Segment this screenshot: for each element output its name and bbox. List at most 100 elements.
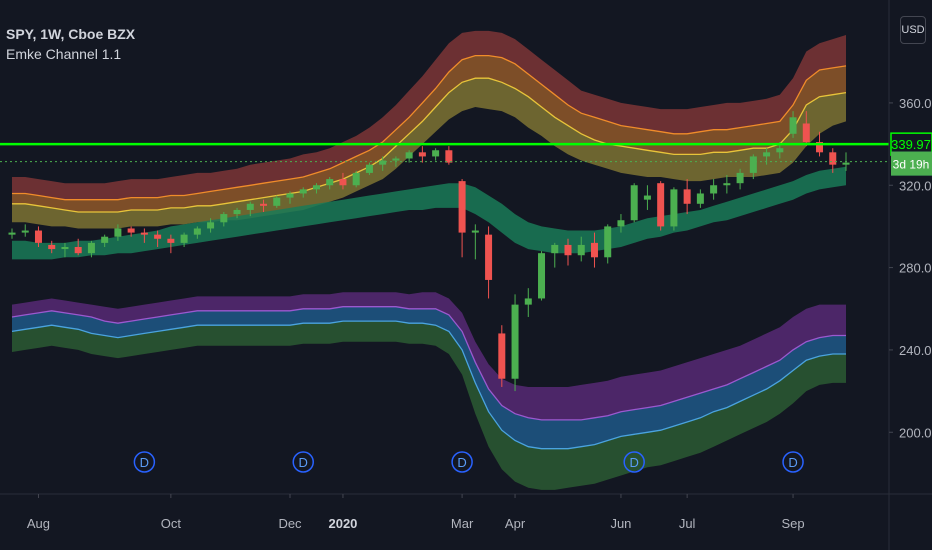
candle-body	[339, 179, 347, 186]
y-tick-label: 280.00	[899, 261, 932, 276]
candle-body	[140, 232, 148, 235]
candle	[326, 177, 334, 190]
candle-body	[511, 304, 519, 379]
candle-body	[829, 152, 837, 165]
x-tick-label: Dec	[278, 516, 302, 531]
candle-body	[696, 193, 704, 204]
y-tick-label: 360.00	[899, 96, 932, 111]
candle	[193, 226, 201, 239]
candle	[140, 228, 148, 243]
candle-body	[445, 150, 453, 163]
candle-body	[233, 209, 241, 215]
candle	[683, 179, 691, 215]
candle-body	[61, 247, 69, 250]
x-tick-label: 2020	[328, 516, 357, 531]
candle	[643, 185, 651, 210]
candle-body	[34, 230, 42, 243]
candle	[511, 294, 519, 392]
y-tick-label: 240.00	[899, 343, 932, 358]
candle-body	[643, 195, 651, 200]
candle-body	[365, 164, 373, 173]
dividend-circle	[133, 451, 156, 473]
candle-body	[286, 193, 294, 198]
candle	[696, 189, 704, 208]
symbol-label[interactable]: SPY, 1W, Cboe BZX	[6, 26, 136, 42]
x-tick-label: Sep	[781, 516, 804, 531]
indicator-label[interactable]: Emke Channel 1.1	[6, 46, 122, 62]
candle	[299, 187, 307, 198]
candle	[8, 228, 16, 239]
candle	[207, 218, 215, 233]
candle	[312, 183, 320, 194]
candle	[87, 240, 95, 258]
candle	[551, 242, 559, 268]
upper-band-outer	[12, 30, 846, 200]
candle	[74, 238, 82, 256]
candle	[246, 201, 254, 217]
candle-body	[604, 226, 612, 258]
candle-body	[551, 244, 559, 254]
candle	[352, 170, 360, 188]
candle-body	[74, 247, 82, 254]
candle	[789, 111, 797, 138]
upper-line-orange	[12, 54, 847, 201]
candle-body	[736, 172, 744, 184]
candle-body	[101, 236, 109, 243]
candle	[710, 179, 718, 200]
candle	[432, 148, 440, 161]
candle	[233, 207, 241, 219]
candle	[180, 232, 188, 247]
candle-body	[432, 150, 440, 157]
dividend-label: D	[140, 455, 149, 470]
x-tick-label: Mar	[451, 516, 474, 531]
lower-line-blue	[11, 320, 846, 450]
candle-body	[312, 185, 320, 190]
candle-body	[577, 244, 585, 256]
candle-body	[246, 203, 254, 210]
candle	[657, 181, 665, 231]
candle	[538, 251, 546, 301]
candle	[445, 146, 453, 165]
candle	[154, 230, 162, 247]
candle	[723, 174, 731, 194]
candle-body	[458, 181, 466, 233]
candle	[379, 156, 387, 171]
candle-body	[48, 244, 56, 250]
chart-legend: SPY, 1W, Cboe BZX Emke Channel 1.1	[6, 24, 135, 64]
candle-body	[180, 234, 188, 243]
candle	[630, 183, 638, 223]
lower-band-mid	[12, 306, 846, 449]
candle	[458, 179, 466, 258]
y-tick-label: 200.00	[899, 425, 932, 440]
candle	[167, 234, 175, 254]
candle	[21, 224, 29, 237]
candle-body	[114, 228, 122, 237]
upper-line-yellow	[12, 77, 847, 213]
countdown-fill	[891, 151, 932, 176]
dividend-circle	[782, 451, 804, 473]
candle	[48, 240, 56, 254]
candle	[564, 238, 572, 266]
candle-body	[220, 214, 228, 223]
dividend-circle	[451, 451, 473, 473]
currency-button[interactable]: USD	[900, 16, 926, 44]
candle	[114, 224, 122, 241]
candle-body	[710, 185, 718, 194]
dividend-marker: D	[623, 451, 645, 473]
x-tick-label: Jul	[679, 516, 696, 531]
candle-body	[326, 179, 334, 186]
candle	[339, 172, 347, 190]
candle-body	[657, 183, 665, 227]
candle	[127, 226, 135, 237]
candle-body	[630, 185, 638, 221]
dividend-marker: D	[133, 451, 156, 473]
candle	[365, 162, 373, 175]
candle-body	[418, 152, 426, 157]
candle-body	[154, 234, 162, 239]
candle	[498, 325, 506, 387]
countdown-text: 3d 19h	[893, 158, 930, 172]
candle-body	[749, 156, 757, 173]
candle-body	[127, 228, 135, 233]
